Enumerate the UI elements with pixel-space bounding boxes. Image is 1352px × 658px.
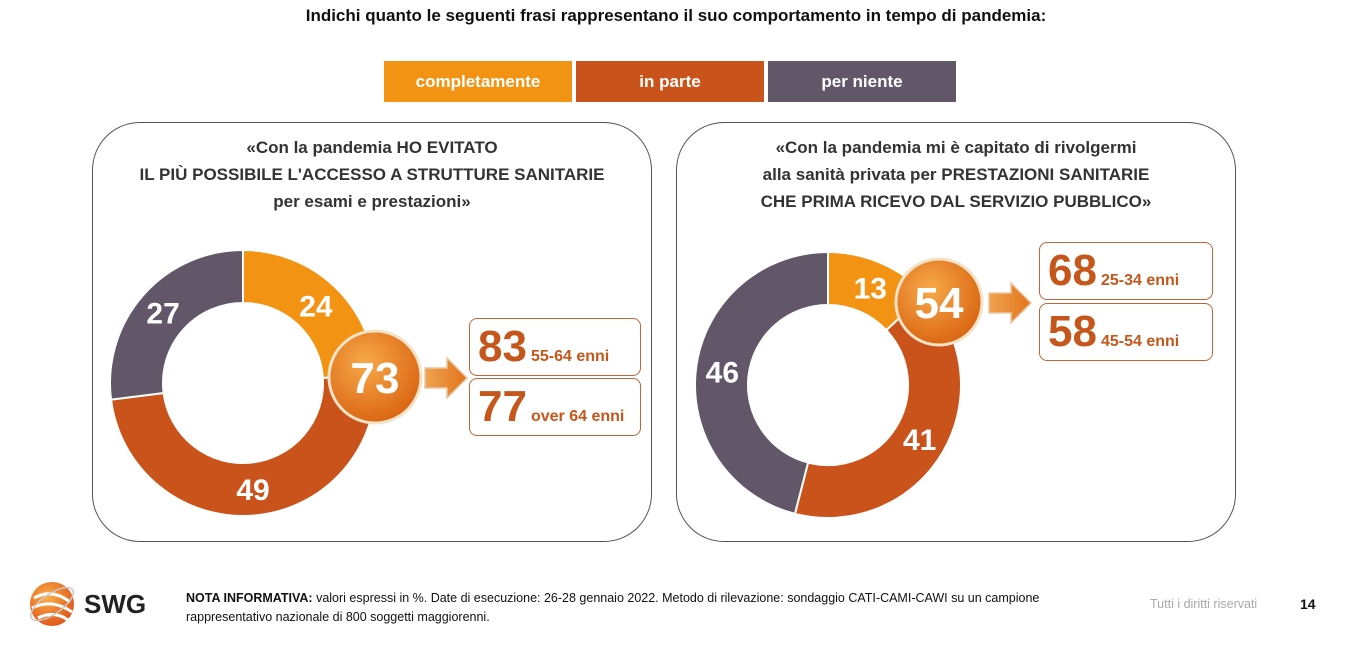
breakdown-value: 68 [1048, 246, 1097, 295]
breakdown-value: 77 [478, 382, 527, 431]
chart-title-line: IL PIÙ POSSIBILE L'ACCESSO A STRUTTURE S… [139, 165, 605, 184]
donut-slice-per-niente [694, 250, 829, 516]
chart-title-right: «Con la pandemia mi è capitato di rivolg… [677, 134, 1235, 215]
highlight-value: 73 [351, 354, 400, 403]
slice-label: 13 [854, 272, 887, 305]
slice-label: 46 [706, 357, 739, 390]
chart-title-line: CHE PRIMA RICEVO DAL SERVIZIO PUBBLICO» [760, 192, 1152, 211]
highlight-circle [894, 257, 984, 347]
arrow-right-icon [988, 281, 1033, 325]
breakdown-label: 25-34 enni [1100, 272, 1180, 289]
globe-logo-icon [29, 582, 75, 626]
breakdown-label: 45-54 enni [1100, 333, 1180, 350]
page-title: Indichi quanto le seguenti frasi rappres… [305, 6, 1047, 25]
breakdown-label: over 64 enni [530, 408, 625, 425]
page-number: 14 [1300, 596, 1316, 612]
breakdown-badge: 83 55-64 enni [469, 318, 641, 376]
breakdown-value: 58 [1048, 307, 1097, 356]
legend-item-per-niente: per niente [768, 61, 956, 102]
chart-title-left: «Con la pandemia HO EVITATO IL PIÙ POSSI… [93, 134, 651, 215]
donut-chart-right: 13 41 46 54 [694, 250, 1033, 519]
highlight-value: 54 [915, 279, 964, 328]
note-text: valori espressi in %. Date di esecuzione… [186, 591, 1040, 624]
breakdown-badge: 68 25-34 enni [1039, 242, 1213, 300]
chart-title-line: per esami e prestazioni» [273, 192, 471, 211]
chart-title-line: alla sanità privata per PRESTAZIONI SANI… [762, 165, 1150, 184]
donut-chart-left: 24 49 27 73 [109, 248, 469, 517]
slice-label: 27 [146, 298, 179, 331]
logo-text: SWG [84, 588, 147, 619]
chart-panel-right: «Con la pandemia mi è capitato di rivolg… [676, 122, 1236, 542]
legend-item-in-parte: in parte [576, 61, 764, 102]
footer-note: NOTA INFORMATIVA: valori espressi in %. … [186, 589, 1056, 627]
slice-label: 49 [236, 474, 269, 507]
rights-text: Tutti i diritti riservati [1150, 597, 1258, 611]
chart-panel-left: «Con la pandemia HO EVITATO IL PIÙ POSSI… [92, 122, 652, 542]
arrow-right-icon [424, 356, 469, 400]
breakdown-badge: 77 over 64 enni [469, 378, 641, 436]
breakdown-label: 55-64 enni [530, 348, 610, 365]
slice-label: 24 [299, 290, 333, 323]
chart-title-line: «Con la pandemia mi è capitato di rivolg… [775, 138, 1137, 157]
breakdown-badge: 58 45-54 enni [1039, 303, 1213, 361]
breakdown-value: 83 [478, 322, 527, 371]
chart-title-line: «Con la pandemia HO EVITATO [246, 138, 498, 157]
swg-logo: SWG [26, 578, 146, 630]
note-label: NOTA INFORMATIVA: [186, 591, 313, 605]
legend: completamente in parte per niente [384, 61, 956, 102]
donut-slice-per-niente [109, 248, 244, 401]
legend-item-completamente: completamente [384, 61, 572, 102]
donut-slice-in-parte [109, 373, 377, 517]
highlight-circle [327, 329, 423, 425]
donut-slice-in-parte [793, 292, 962, 519]
slice-label: 41 [903, 424, 936, 457]
